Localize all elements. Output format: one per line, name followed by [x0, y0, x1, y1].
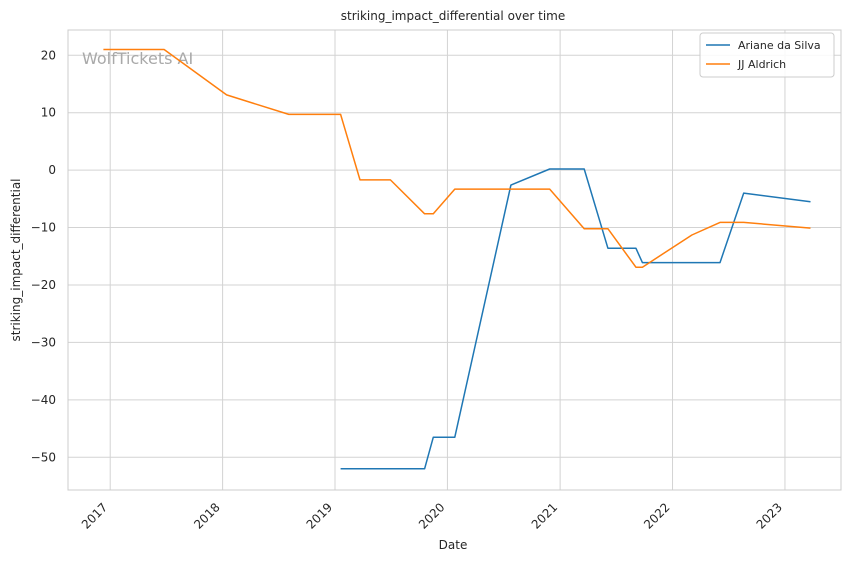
- y-tick-label: −50: [31, 450, 56, 464]
- watermark: WolfTickets AI: [82, 49, 193, 68]
- legend-label-0: Ariane da Silva: [738, 39, 821, 52]
- y-tick-label: −40: [31, 393, 56, 407]
- plot-frame: [67, 29, 842, 491]
- y-tick-label: 20: [41, 48, 56, 62]
- y-tick-label: −20: [31, 278, 56, 292]
- y-tick-label: −10: [31, 221, 56, 235]
- legend: Ariane da Silva JJ Aldrich: [699, 32, 835, 78]
- grid: [68, 30, 841, 490]
- y-tick-label: 10: [41, 106, 56, 120]
- legend-label-1: JJ Aldrich: [737, 58, 786, 71]
- series-line-0: [340, 168, 811, 470]
- y-tick-label: −30: [31, 335, 56, 349]
- x-axis-label: Date: [439, 538, 468, 552]
- y-tick-label: 0: [48, 163, 56, 177]
- y-axis-ticks: 20 10 0 −10 −20 −30 −40 −50: [31, 48, 56, 464]
- series-line-1: [103, 48, 811, 268]
- legend-box: [699, 32, 835, 78]
- chart-title: striking_impact_differential over time: [341, 9, 566, 23]
- series-layer: [103, 48, 811, 470]
- y-axis-label: striking_impact_differential: [9, 178, 23, 341]
